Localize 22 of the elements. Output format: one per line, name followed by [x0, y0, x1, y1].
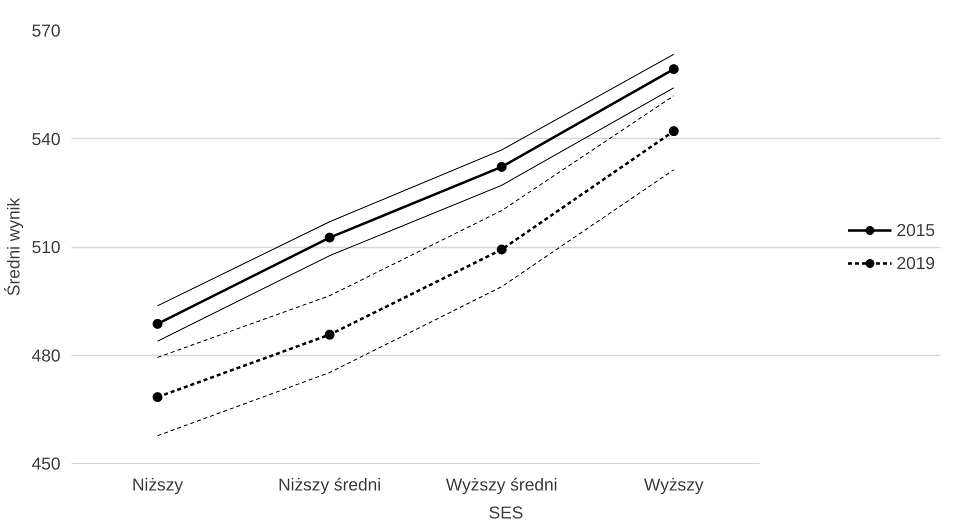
x-tick-label: Niższy: [132, 474, 184, 494]
y-tick-label: 450: [32, 454, 61, 474]
y-tick-label: 570: [32, 20, 61, 40]
point: [668, 64, 679, 74]
point: [496, 244, 507, 255]
y-axis-title: Średni wynik: [4, 198, 24, 296]
y-tick-label: 540: [32, 128, 61, 149]
y-tick-label: 510: [32, 237, 61, 257]
line-series: [157, 169, 674, 436]
point: [152, 392, 163, 402]
point: [324, 232, 335, 243]
legend-label: 2015: [896, 220, 935, 240]
point: [152, 318, 163, 329]
point: [668, 126, 679, 136]
point: [324, 330, 335, 340]
x-tick-label: Wyższy średni: [446, 474, 558, 494]
x-tick-label: Niższy średni: [278, 474, 382, 494]
x-tick-label: Wyższy: [644, 474, 704, 494]
point: [496, 162, 507, 172]
legend-label: 2019: [896, 252, 935, 274]
x-axis-title: SES: [488, 502, 524, 522]
y-tick-label: 480: [32, 345, 61, 366]
